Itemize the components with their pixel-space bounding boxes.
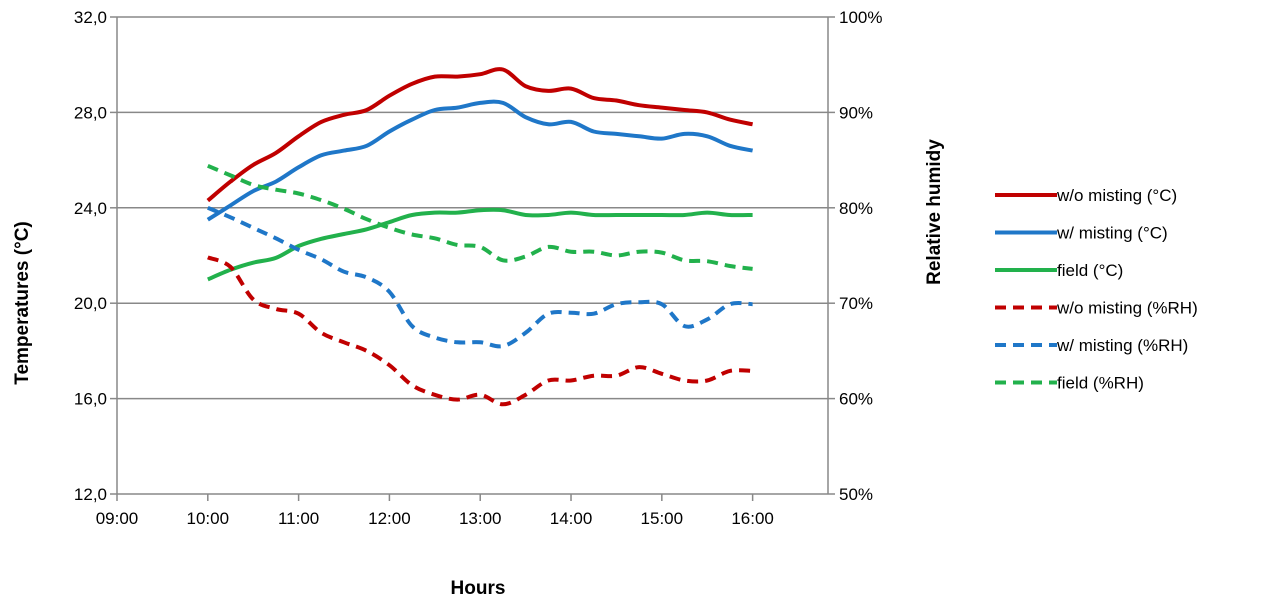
left-tick-label: 16,0 bbox=[74, 390, 107, 409]
legend: w/o misting (°C) w/ misting (°C) field (°C… bbox=[995, 186, 1198, 393]
series-line-3 bbox=[207, 255, 753, 407]
right-y-tick-labels: 50% 60% 70% 80% 90% 100% bbox=[839, 8, 882, 504]
series-lines bbox=[206, 67, 754, 407]
legend-label: w/ misting (°C) bbox=[1056, 224, 1168, 243]
series-line-4 bbox=[207, 205, 753, 349]
x-tick-label: 13:00 bbox=[459, 509, 502, 528]
series-line-5 bbox=[207, 163, 753, 271]
x-tick-label: 14:00 bbox=[550, 509, 593, 528]
left-tick-label: 28,0 bbox=[74, 103, 107, 122]
right-tick-label: 70% bbox=[839, 294, 873, 313]
axes bbox=[116, 17, 829, 501]
right-tick-label: 90% bbox=[839, 103, 873, 122]
y-right-axis-title: Relative humidy bbox=[924, 139, 945, 285]
x-axis-title: Hours bbox=[451, 578, 506, 599]
right-tick-label: 60% bbox=[839, 390, 873, 409]
series-line-1 bbox=[206, 99, 754, 222]
right-tick-label: 80% bbox=[839, 199, 873, 218]
left-tick-label: 20,0 bbox=[74, 294, 107, 313]
y-left-axis-title: Temperatures (°C) bbox=[12, 221, 33, 385]
legend-label: w/o misting (°C) bbox=[1056, 186, 1177, 205]
x-tick-label: 11:00 bbox=[278, 509, 319, 528]
series-line-2 bbox=[207, 207, 753, 282]
legend-label: field (°C) bbox=[1057, 261, 1123, 280]
x-tick-label: 09:00 bbox=[96, 509, 139, 528]
x-tick-label: 12:00 bbox=[368, 509, 411, 528]
left-tick-label: 32,0 bbox=[74, 8, 107, 27]
x-tick-label: 16:00 bbox=[731, 509, 774, 528]
legend-label: field (%RH) bbox=[1057, 374, 1144, 393]
right-tick-label: 50% bbox=[839, 485, 873, 504]
left-tick-label: 12,0 bbox=[74, 485, 107, 504]
x-tick-label: 10:00 bbox=[187, 509, 230, 528]
legend-label: w/ misting (%RH) bbox=[1056, 336, 1188, 355]
left-tick-label: 24,0 bbox=[74, 199, 107, 218]
series-line-0 bbox=[206, 67, 754, 203]
legend-label: w/o misting (%RH) bbox=[1056, 299, 1198, 318]
left-y-tick-labels: 12,0 16,0 20,0 24,0 28,0 32,0 bbox=[74, 8, 107, 504]
right-tick-label: 100% bbox=[839, 8, 882, 27]
gridlines bbox=[110, 16, 835, 495]
x-tick-label: 15:00 bbox=[641, 509, 684, 528]
x-tick-labels: 09:00 10:00 11:00 12:00 13:00 14:00 15:00 16:00 bbox=[96, 509, 774, 528]
